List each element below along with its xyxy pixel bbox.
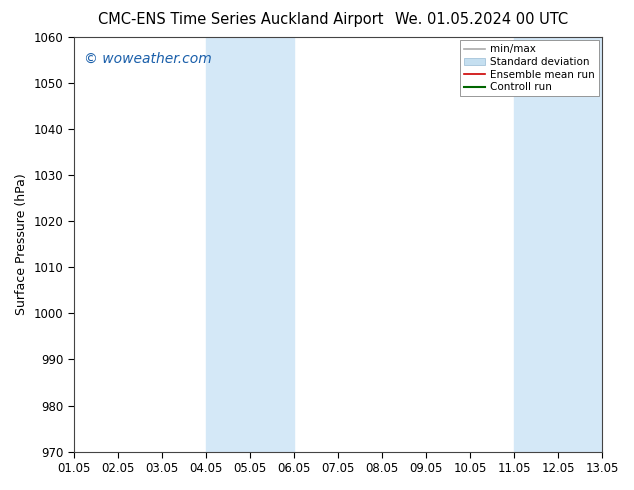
Bar — [514, 37, 602, 452]
Text: © woweather.com: © woweather.com — [84, 51, 212, 66]
Y-axis label: Surface Pressure (hPa): Surface Pressure (hPa) — [15, 173, 28, 315]
Text: We. 01.05.2024 00 UTC: We. 01.05.2024 00 UTC — [395, 12, 569, 27]
Text: CMC-ENS Time Series Auckland Airport: CMC-ENS Time Series Auckland Airport — [98, 12, 384, 27]
Bar — [206, 37, 294, 452]
Legend: min/max, Standard deviation, Ensemble mean run, Controll run: min/max, Standard deviation, Ensemble me… — [460, 40, 599, 97]
